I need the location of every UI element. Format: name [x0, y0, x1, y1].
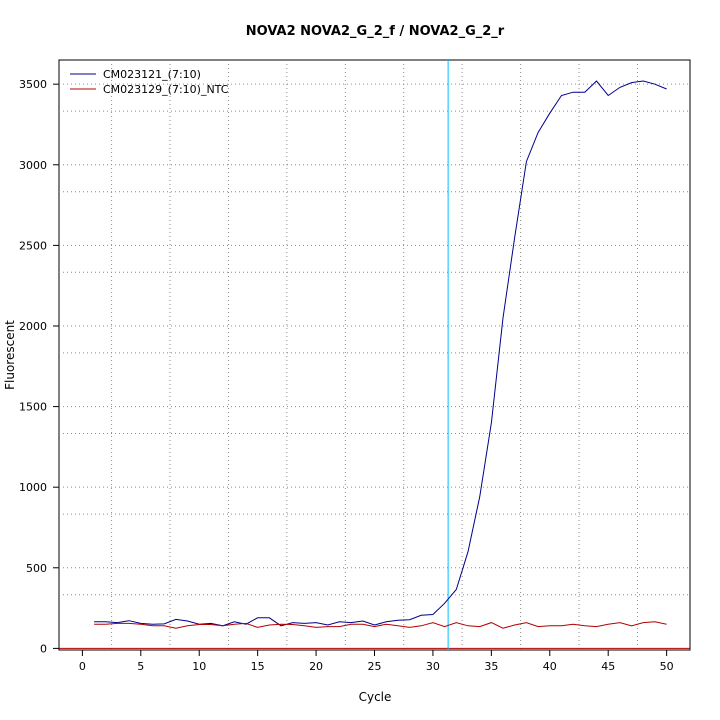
x-tick-label: 35	[484, 660, 498, 673]
x-tick-label: 10	[192, 660, 206, 673]
series-line-2	[94, 621, 667, 629]
plot-frame	[58, 59, 691, 651]
y-tick-label: 3000	[19, 159, 47, 172]
legend: CM023121_(7:10) CM023129_(7:10)_NTC	[70, 68, 229, 96]
data-series	[94, 80, 667, 629]
x-tick-label: 20	[309, 660, 323, 673]
axes: 0 5 10 15 20 25 30 35 40 45 5005001000150020002500…	[19, 78, 674, 673]
y-tick-label: 1500	[19, 401, 47, 414]
x-tick-label: 15	[251, 660, 265, 673]
y-tick-label: 2500	[19, 239, 47, 252]
legend-label-1: CM023121_(7:10)	[103, 68, 201, 81]
x-tick-label: 45	[601, 660, 615, 673]
x-tick-label: 30	[426, 660, 440, 673]
y-axis-label: Fluorescent	[3, 320, 17, 390]
x-tick-label: 50	[660, 660, 674, 673]
reference-lines	[59, 60, 690, 650]
x-tick-label: 5	[137, 660, 144, 673]
series-line-1	[94, 80, 667, 627]
legend-label-2: CM023129_(7:10)_NTC	[103, 83, 229, 96]
x-axis-label: Cycle	[359, 690, 392, 704]
y-tick-label: 2000	[19, 320, 47, 333]
grid-lines	[59, 60, 690, 650]
chart-title: NOVA2 NOVA2_G_2_f / NOVA2_G_2_r	[246, 24, 505, 39]
y-tick-label: 3500	[19, 78, 47, 91]
y-tick-label: 0	[40, 642, 47, 655]
y-tick-label: 500	[26, 562, 47, 575]
x-tick-label: 40	[543, 660, 557, 673]
x-tick-label: 25	[368, 660, 382, 673]
x-tick-label: 0	[79, 660, 86, 673]
y-tick-label: 1000	[19, 481, 47, 494]
